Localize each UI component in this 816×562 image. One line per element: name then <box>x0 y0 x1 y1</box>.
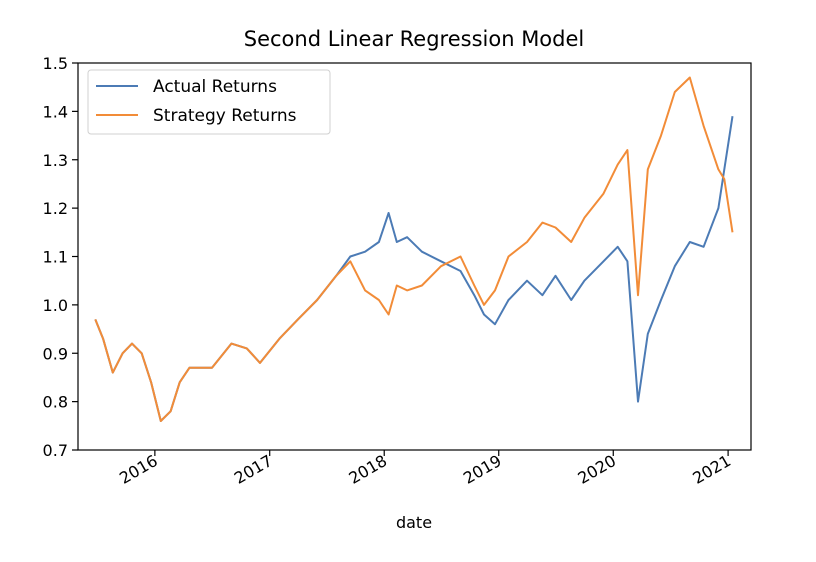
y-tick-label: 0.9 <box>43 344 68 363</box>
legend-entry-label: Strategy Returns <box>153 106 297 126</box>
legend: Actual Returns Strategy Returns <box>87 69 331 135</box>
y-tick-label: 1.5 <box>43 54 68 73</box>
y-tick-label: 0.7 <box>43 441 68 460</box>
legend-box <box>87 69 331 135</box>
legend-entry-label: Actual Returns <box>153 77 277 97</box>
x-axis-label: date <box>396 513 432 532</box>
y-axis: 0.7 0.8 0.9 1.0 1.1 1.2 1.3 1.4 1.5 <box>43 54 78 460</box>
series-line-strategy-returns <box>94 76 734 422</box>
chart-title: Second Linear Regression Model <box>244 27 585 51</box>
plot-area <box>94 76 734 422</box>
y-tick-label: 1.4 <box>43 102 68 121</box>
y-tick-label: 0.8 <box>43 393 68 412</box>
y-tick-label: 1.0 <box>43 296 68 315</box>
y-tick-label: 1.2 <box>43 199 68 218</box>
y-tick-label: 1.3 <box>43 151 68 170</box>
y-tick-label: 1.1 <box>43 248 68 267</box>
